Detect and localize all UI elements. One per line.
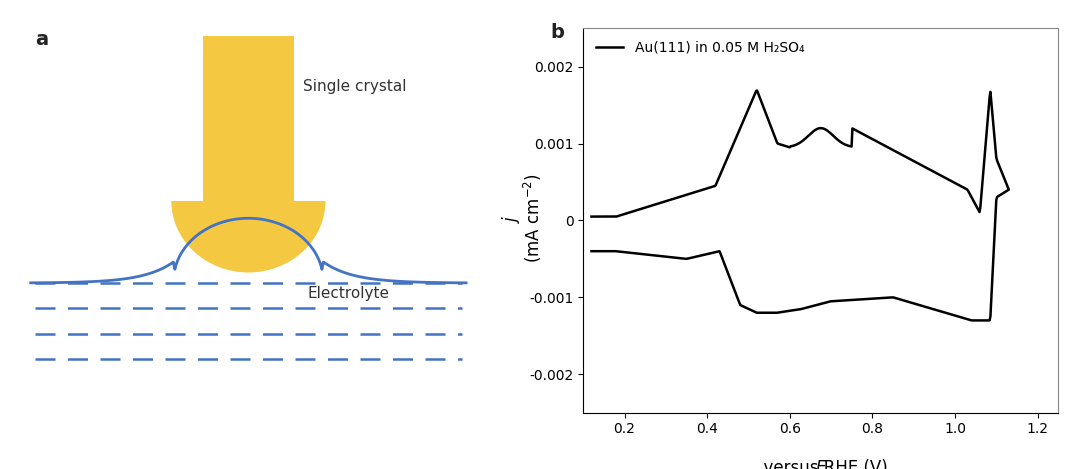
Text: Single crystal: Single crystal	[302, 79, 406, 94]
Circle shape	[172, 129, 325, 272]
Text: b: b	[551, 23, 565, 43]
Legend: Au(111) in 0.05 M H₂SO₄: Au(111) in 0.05 M H₂SO₄	[590, 35, 810, 60]
Text: (mA cm$^{-2}$): (mA cm$^{-2}$)	[522, 173, 543, 268]
Text: j: j	[503, 218, 522, 223]
Text: Electrolyte: Electrolyte	[308, 286, 390, 301]
FancyBboxPatch shape	[203, 36, 294, 184]
Text: versus RHE (V): versus RHE (V)	[754, 459, 888, 469]
Text: E: E	[815, 459, 826, 469]
FancyBboxPatch shape	[203, 36, 294, 201]
FancyBboxPatch shape	[149, 112, 348, 201]
Text: a: a	[36, 30, 49, 49]
